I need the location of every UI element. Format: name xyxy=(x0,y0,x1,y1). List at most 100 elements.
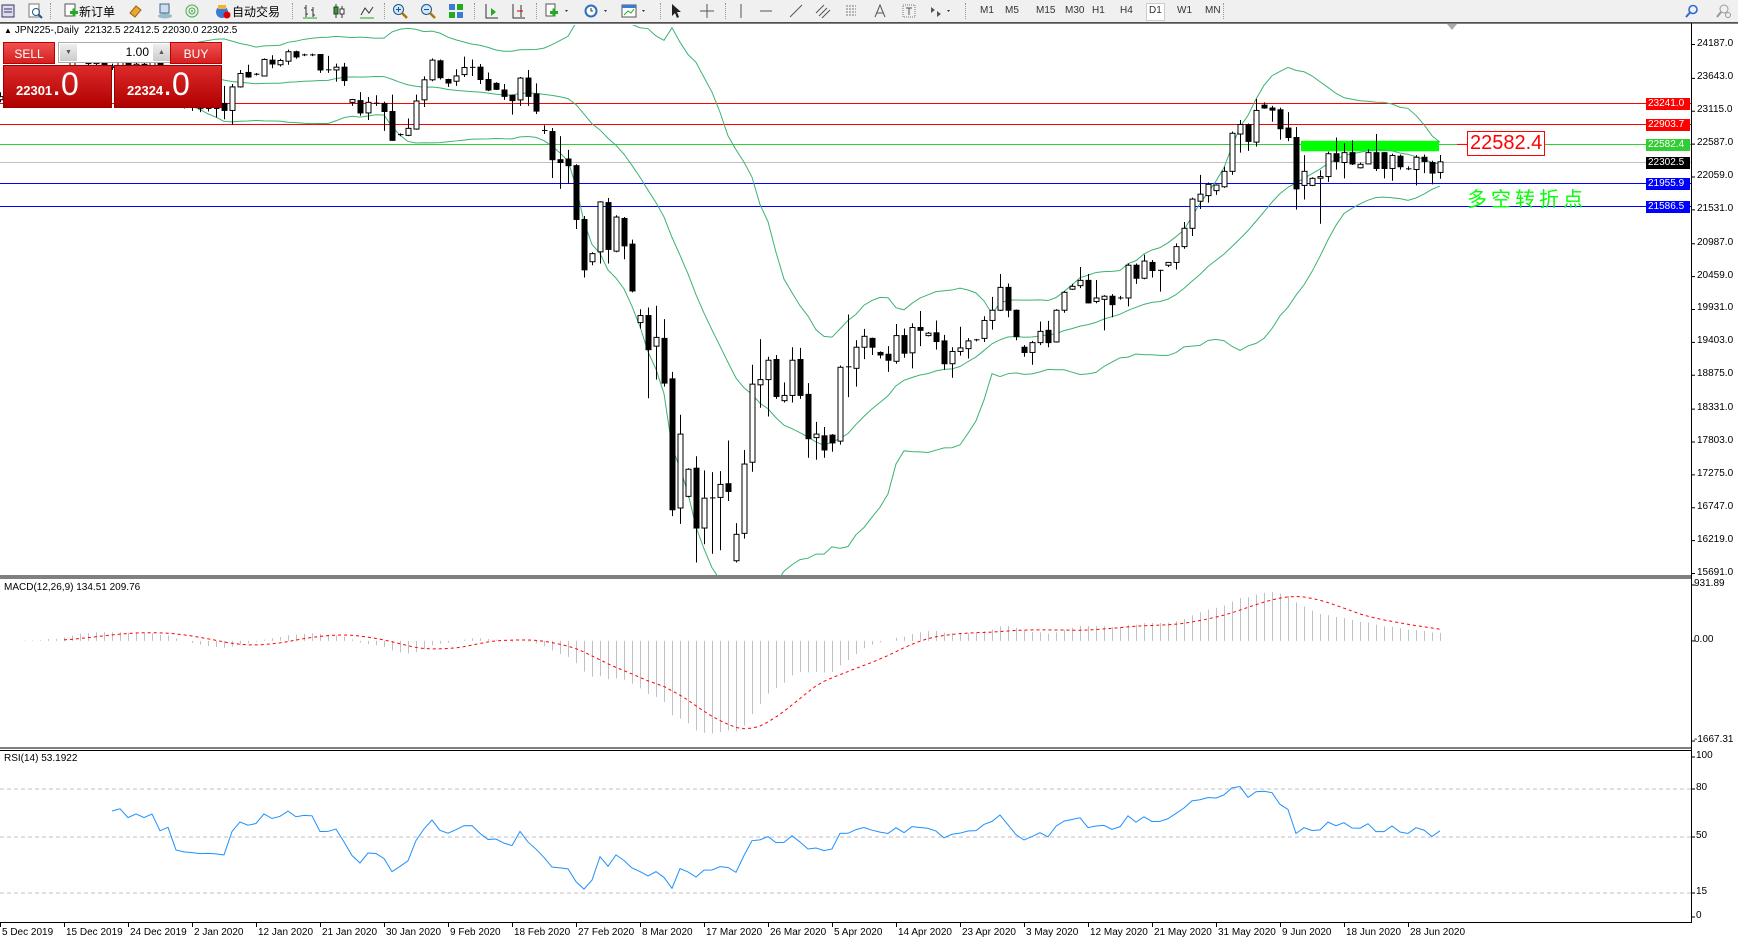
candle[interactable] xyxy=(453,69,460,86)
candle[interactable] xyxy=(326,55,332,73)
timeframe-mn[interactable]: MN xyxy=(1205,5,1221,16)
candle[interactable] xyxy=(949,347,956,378)
candle[interactable] xyxy=(1397,154,1404,170)
candle[interactable] xyxy=(245,64,252,78)
candle[interactable] xyxy=(1277,107,1284,140)
search-icon[interactable] xyxy=(1684,2,1700,20)
candle[interactable] xyxy=(333,63,340,82)
print-preview-icon[interactable] xyxy=(26,2,44,20)
candle[interactable] xyxy=(846,314,852,398)
candle[interactable] xyxy=(613,215,620,253)
candle[interactable] xyxy=(701,470,708,545)
candle[interactable] xyxy=(413,94,420,130)
buy-price-button[interactable]: 22324.0 xyxy=(114,65,222,108)
candle[interactable] xyxy=(837,365,844,445)
candle[interactable] xyxy=(302,53,308,57)
candle[interactable] xyxy=(1197,174,1204,209)
candle[interactable] xyxy=(941,334,948,370)
candle[interactable] xyxy=(269,55,276,69)
zoom-out-icon[interactable] xyxy=(419,2,437,20)
candle[interactable] xyxy=(398,133,404,137)
candle[interactable] xyxy=(813,421,820,460)
candle[interactable] xyxy=(861,328,868,360)
menu-icon[interactable] xyxy=(0,2,16,20)
candle[interactable] xyxy=(525,69,532,106)
candle[interactable] xyxy=(349,98,356,106)
candle[interactable] xyxy=(421,76,428,107)
candle[interactable] xyxy=(485,72,492,92)
candle[interactable] xyxy=(365,97,372,120)
candle[interactable] xyxy=(254,72,260,76)
candle[interactable] xyxy=(805,383,812,458)
candle[interactable] xyxy=(829,434,836,452)
candle[interactable] xyxy=(901,328,908,358)
candle[interactable] xyxy=(357,92,364,116)
candle[interactable] xyxy=(310,53,316,57)
candle[interactable] xyxy=(1181,221,1188,249)
candle[interactable] xyxy=(789,347,796,403)
candle[interactable] xyxy=(885,346,892,372)
candle[interactable] xyxy=(293,50,300,59)
candle[interactable] xyxy=(821,427,828,458)
candle[interactable] xyxy=(1053,309,1060,343)
candle[interactable] xyxy=(1173,243,1180,270)
bar-chart-icon[interactable] xyxy=(301,2,319,20)
candle[interactable] xyxy=(549,128,556,178)
candle[interactable] xyxy=(925,332,932,337)
text-label-icon[interactable] xyxy=(901,2,917,20)
candle[interactable] xyxy=(1269,105,1276,122)
line-chart-icon[interactable] xyxy=(358,2,376,20)
candle[interactable] xyxy=(1085,274,1092,304)
candle[interactable] xyxy=(637,309,644,329)
candle[interactable] xyxy=(1293,127,1300,210)
candle[interactable] xyxy=(981,316,988,342)
cursor-icon[interactable] xyxy=(668,2,684,20)
collapse-triangle-icon[interactable]: ▲ xyxy=(4,26,12,35)
candle[interactable] xyxy=(741,449,748,539)
candle[interactable] xyxy=(1229,131,1236,175)
candle[interactable] xyxy=(1365,149,1372,165)
candle[interactable] xyxy=(1141,254,1148,280)
candle[interactable] xyxy=(605,198,612,264)
candle[interactable] xyxy=(965,338,972,359)
candle[interactable] xyxy=(1061,290,1068,313)
timeframe-d1[interactable]: D1 xyxy=(1146,3,1165,21)
candle[interactable] xyxy=(1341,143,1348,179)
candle[interactable] xyxy=(1333,137,1340,170)
candle[interactable] xyxy=(997,274,1004,311)
price-annotation-box[interactable]: 22582.4 xyxy=(1467,131,1546,156)
zoom-in-icon[interactable] xyxy=(391,2,409,20)
candle[interactable] xyxy=(285,49,292,65)
candle[interactable] xyxy=(1381,152,1388,179)
candle[interactable] xyxy=(1205,182,1212,203)
candle[interactable] xyxy=(989,296,996,330)
candle[interactable] xyxy=(693,456,700,563)
candle[interactable] xyxy=(237,69,244,88)
candle[interactable] xyxy=(445,78,452,87)
candle[interactable] xyxy=(781,382,788,403)
candle[interactable] xyxy=(1005,283,1012,318)
equidistant-channel-icon[interactable] xyxy=(814,2,832,20)
gold-icon[interactable] xyxy=(126,2,144,20)
candle[interactable] xyxy=(493,82,500,91)
candle[interactable] xyxy=(389,94,396,141)
signals-icon[interactable] xyxy=(183,2,201,20)
candle[interactable] xyxy=(277,58,284,67)
candle[interactable] xyxy=(1309,177,1316,187)
periods-dropdown[interactable] xyxy=(582,2,612,20)
candle[interactable] xyxy=(1221,166,1228,188)
candle[interactable] xyxy=(1093,280,1100,304)
candle[interactable] xyxy=(461,56,468,78)
sell-button[interactable]: SELL xyxy=(3,42,55,64)
candle[interactable] xyxy=(589,252,596,266)
candle[interactable] xyxy=(1133,263,1140,284)
candle[interactable] xyxy=(261,58,268,77)
pivot-annotation-text[interactable]: 多空转折点 xyxy=(1467,187,1587,211)
candle[interactable] xyxy=(565,149,572,184)
candle[interactable] xyxy=(542,125,548,135)
timeframe-m30[interactable]: M30 xyxy=(1065,5,1085,16)
candle[interactable] xyxy=(1013,309,1020,341)
candle[interactable] xyxy=(1301,155,1308,200)
resistance-zone-rectangle[interactable] xyxy=(1301,140,1439,152)
candle[interactable] xyxy=(717,471,724,551)
